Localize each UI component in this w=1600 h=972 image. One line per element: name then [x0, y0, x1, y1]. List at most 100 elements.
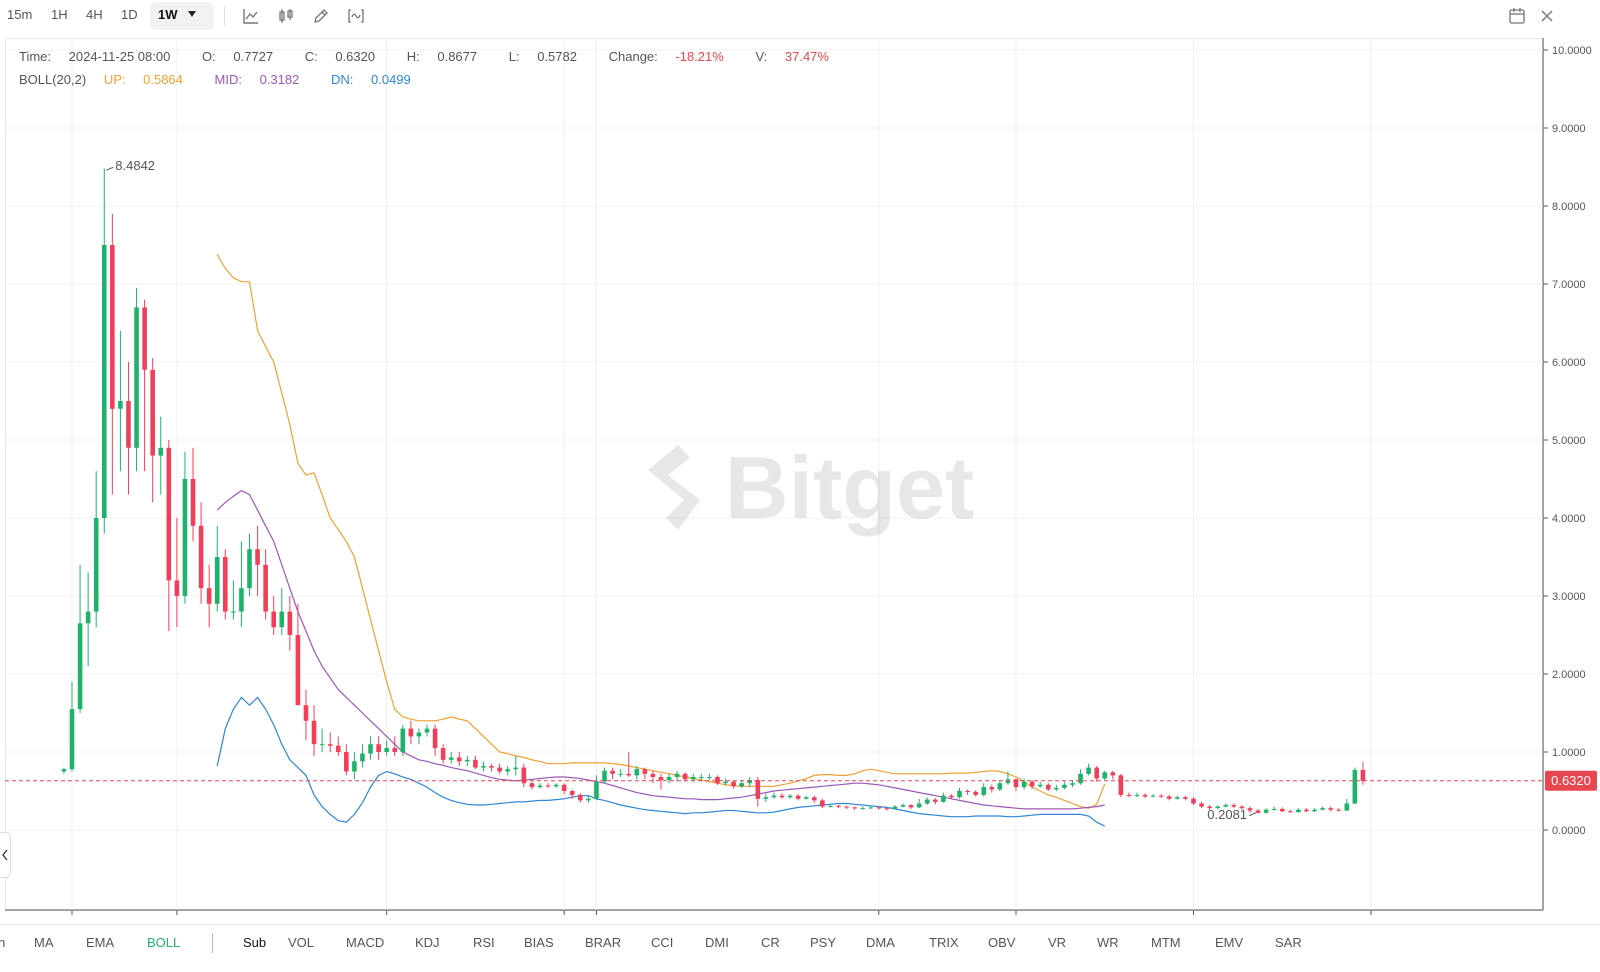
- candle-body: [287, 611, 293, 635]
- candle: [473, 755, 478, 770]
- indicator-ema[interactable]: EMA: [86, 935, 115, 950]
- chevron-left-icon: [2, 849, 8, 861]
- indicator-dmi[interactable]: DMI: [705, 935, 729, 950]
- candle-body: [448, 757, 454, 760]
- candle: [1279, 807, 1285, 813]
- candle-body: [916, 803, 922, 808]
- indicator-rsi[interactable]: RSI: [473, 935, 495, 950]
- candle-body: [327, 744, 333, 746]
- candle-body: [263, 564, 268, 612]
- indicator-ma[interactable]: MA: [34, 935, 54, 950]
- candle: [448, 752, 454, 764]
- candle: [803, 795, 809, 800]
- candle-body: [279, 611, 285, 628]
- candle-body: [319, 744, 325, 746]
- candle: [795, 794, 801, 801]
- candle-body: [101, 245, 107, 518]
- indicator-wr[interactable]: WR: [1097, 935, 1119, 950]
- active-timeframe-box: [150, 2, 214, 30]
- candle: [1328, 806, 1333, 812]
- chevron-down-icon[interactable]: [188, 11, 196, 17]
- candle-body: [1304, 809, 1309, 812]
- candle-body: [1094, 767, 1099, 779]
- candle: [731, 780, 736, 789]
- candle: [957, 787, 962, 799]
- candle-body: [376, 744, 381, 752]
- x-tick-label: 2024-11: [1351, 919, 1391, 920]
- candle: [513, 755, 519, 776]
- x-axis-labels: 2021-10 2022 2022-07 2022-122023 2023-09 2024…: [52, 919, 1391, 920]
- indicator-bias[interactable]: BIAS: [524, 935, 554, 950]
- y-tick-label: 1.0000: [1552, 747, 1586, 759]
- boll-upper-line: [216, 254, 1106, 809]
- indicator-trix[interactable]: TRIX: [929, 935, 959, 950]
- candle-body: [1118, 775, 1124, 795]
- candle-body: [1183, 797, 1188, 799]
- candle: [190, 447, 196, 542]
- candle: [787, 794, 793, 799]
- timeframe-1h[interactable]: 1H: [51, 7, 68, 22]
- indicator-brar[interactable]: BRAR: [585, 935, 622, 950]
- timeframe-1w[interactable]: 1W: [158, 7, 178, 22]
- timeframe-4h[interactable]: 4H: [86, 7, 103, 22]
- candle: [569, 789, 575, 799]
- indicator-sar[interactable]: SAR: [1275, 935, 1302, 950]
- candle: [222, 549, 228, 620]
- candle-body: [529, 783, 535, 788]
- indicator-psy[interactable]: PSY: [810, 935, 837, 950]
- indicator-boll[interactable]: BOLL: [147, 935, 181, 950]
- candle-body: [811, 797, 817, 801]
- indicator-icon[interactable]: [346, 6, 366, 26]
- candle-body: [634, 769, 640, 776]
- indicator-divider: [212, 933, 213, 953]
- candles-icon[interactable]: [276, 6, 296, 26]
- x-tick-label: 2023-09: [859, 919, 899, 920]
- indicator-vr[interactable]: VR: [1048, 935, 1067, 950]
- indicator-emv[interactable]: EMV: [1215, 935, 1244, 950]
- close-icon[interactable]: [1537, 6, 1557, 26]
- candle: [1110, 770, 1116, 780]
- indicator-macd[interactable]: MACD: [346, 935, 385, 950]
- candle-body: [860, 808, 865, 810]
- indicator-vol[interactable]: VOL: [288, 935, 315, 950]
- timeframe-15m[interactable]: 15m: [7, 7, 33, 22]
- candle: [416, 728, 422, 745]
- line-chart-icon[interactable]: [241, 6, 261, 26]
- candle: [1054, 784, 1059, 791]
- candle-body: [1231, 805, 1237, 807]
- boll-mid-line: [216, 490, 1105, 810]
- indicator-dma[interactable]: DMA: [866, 935, 895, 950]
- candle: [868, 805, 874, 809]
- indicator-cci[interactable]: CCI: [651, 935, 674, 950]
- candle: [900, 803, 906, 808]
- candle: [1005, 771, 1011, 785]
- timeframe-1d[interactable]: 1D: [121, 7, 138, 22]
- indicator-kdj[interactable]: KDJ: [415, 935, 440, 950]
- candle: [206, 564, 212, 628]
- candle: [828, 804, 833, 808]
- candle: [465, 755, 470, 767]
- candle-body: [255, 549, 260, 565]
- pencil-icon[interactable]: [311, 6, 331, 26]
- calendar-icon[interactable]: [1507, 6, 1527, 26]
- candle: [949, 794, 954, 799]
- collapse-handle[interactable]: [0, 832, 11, 878]
- candle-body: [658, 776, 664, 781]
- candle-body: [1175, 797, 1180, 799]
- candle-body: [1223, 805, 1229, 807]
- last-price-label: 0.6320: [1551, 773, 1591, 788]
- candle-body: [715, 776, 720, 784]
- candle: [150, 358, 155, 503]
- candle-body: [1247, 808, 1253, 811]
- candle: [85, 572, 91, 667]
- indicator-obv[interactable]: OBV: [988, 935, 1016, 950]
- candle-body: [699, 776, 704, 778]
- indicator-cr[interactable]: CR: [761, 935, 780, 950]
- candle-body: [150, 369, 155, 456]
- candle: [779, 793, 785, 799]
- candle-body: [900, 805, 906, 807]
- indicator-mtm[interactable]: MTM: [1151, 935, 1181, 950]
- candle: [1263, 808, 1269, 814]
- candle-body: [941, 795, 946, 802]
- candlestick-chart[interactable]: Bitget 10.0000 9.0000 8.0000 7.0000 6.0000 5.…: [0, 0, 1600, 920]
